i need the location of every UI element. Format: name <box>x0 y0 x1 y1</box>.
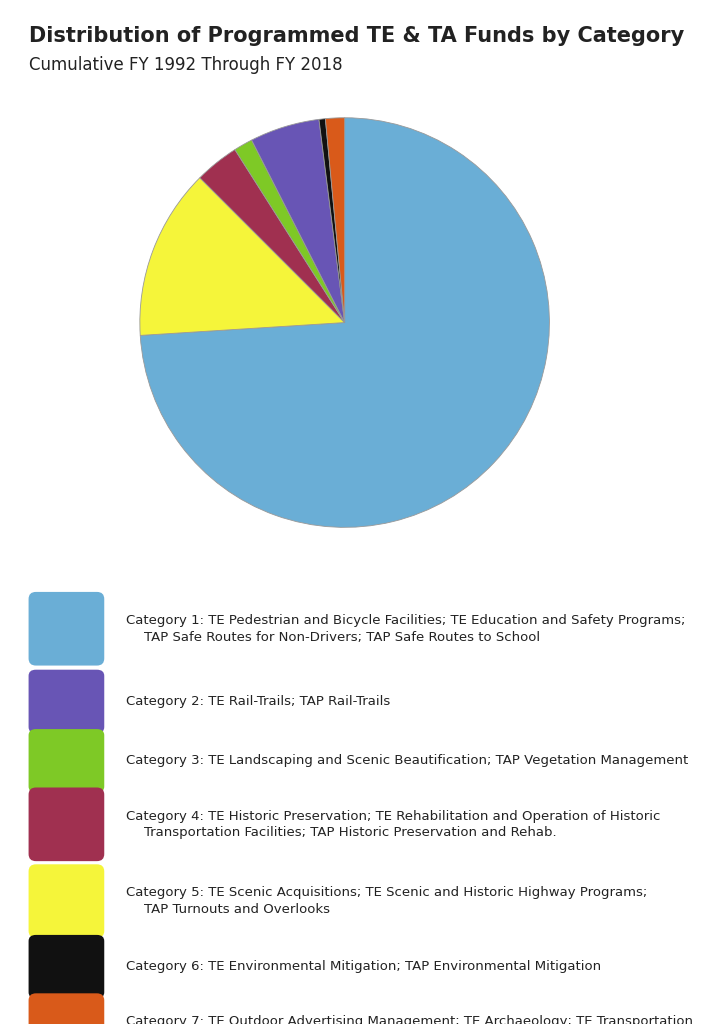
Text: Category 6: TE Environmental Mitigation; TAP Environmental Mitigation: Category 6: TE Environmental Mitigation;… <box>126 961 601 973</box>
Wedge shape <box>140 178 345 336</box>
Text: Category 4: TE Historic Preservation; TE Rehabilitation and Operation of Histori: Category 4: TE Historic Preservation; TE… <box>126 810 660 822</box>
Text: Transportation Facilities; TAP Historic Preservation and Rehab.: Transportation Facilities; TAP Historic … <box>144 826 556 839</box>
Text: Category 2: TE Rail-Trails; TAP Rail-Trails: Category 2: TE Rail-Trails; TAP Rail-Tra… <box>126 695 390 708</box>
FancyBboxPatch shape <box>29 670 104 733</box>
Wedge shape <box>325 118 345 323</box>
FancyBboxPatch shape <box>29 729 104 793</box>
FancyBboxPatch shape <box>29 787 104 861</box>
Text: Distribution of Programmed TE & TA Funds by Category: Distribution of Programmed TE & TA Funds… <box>29 26 684 46</box>
FancyBboxPatch shape <box>29 864 104 938</box>
Text: Category 1: TE Pedestrian and Bicycle Facilities; TE Education and Safety Progra: Category 1: TE Pedestrian and Bicycle Fa… <box>126 614 685 627</box>
Wedge shape <box>319 119 345 323</box>
FancyBboxPatch shape <box>29 993 104 1024</box>
Text: Category 7: TE Outdoor Advertising Management; TE Archaeology; TE Transportation: Category 7: TE Outdoor Advertising Manag… <box>126 1016 693 1024</box>
Wedge shape <box>252 120 345 323</box>
Text: TAP Safe Routes for Non-Drivers; TAP Safe Routes to School: TAP Safe Routes for Non-Drivers; TAP Saf… <box>144 631 540 643</box>
Wedge shape <box>200 150 345 323</box>
FancyBboxPatch shape <box>29 935 104 998</box>
Text: Cumulative FY 1992 Through FY 2018: Cumulative FY 1992 Through FY 2018 <box>29 56 342 75</box>
Text: TAP Turnouts and Overlooks: TAP Turnouts and Overlooks <box>144 903 330 915</box>
Wedge shape <box>140 118 549 527</box>
Text: Category 5: TE Scenic Acquisitions; TE Scenic and Historic Highway Programs;: Category 5: TE Scenic Acquisitions; TE S… <box>126 887 647 899</box>
FancyBboxPatch shape <box>29 592 104 666</box>
Wedge shape <box>235 140 345 323</box>
Text: Category 3: TE Landscaping and Scenic Beautification; TAP Vegetation Management: Category 3: TE Landscaping and Scenic Be… <box>126 755 688 767</box>
